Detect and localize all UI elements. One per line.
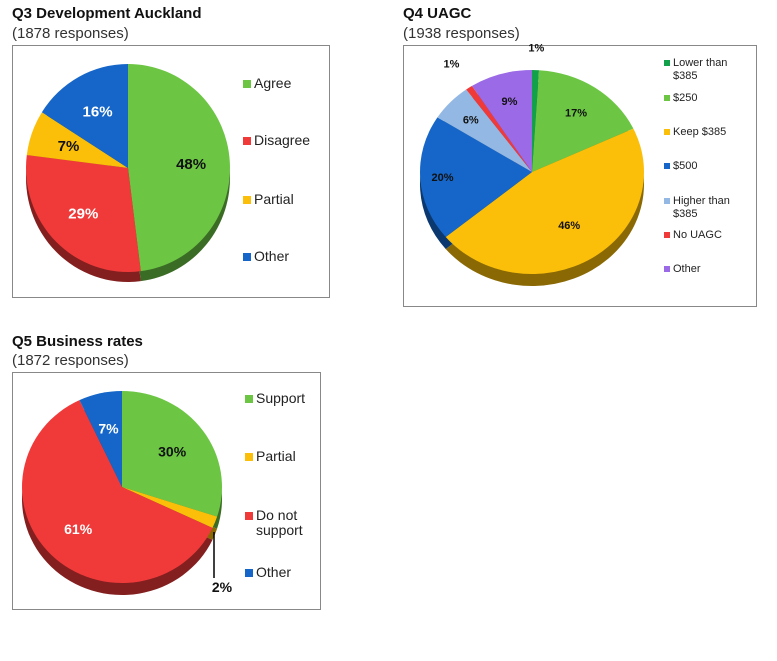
legend-item: $250 — [664, 92, 742, 105]
legend-item: No UAGC — [664, 229, 742, 242]
legend-item: Disagree — [243, 133, 328, 148]
legend-item: Do not support — [245, 508, 330, 538]
legend-label: Do not support — [256, 507, 303, 538]
legend-item: Lower than $385 — [664, 57, 742, 83]
legend-swatch — [243, 137, 251, 145]
legend-label: Keep $385 — [673, 126, 727, 138]
pie-slice-partial — [26, 112, 129, 168]
legend-item: Higher than $385 — [664, 195, 742, 221]
legend-swatch — [243, 253, 251, 261]
pie-slice-other — [79, 391, 122, 487]
legend-label: Lower than $385 — [673, 57, 728, 82]
data-label: 29% — [68, 206, 98, 223]
chart-subtitle-q5: (1872 responses) — [12, 352, 129, 369]
data-label: 20% — [432, 172, 454, 184]
data-label: 30% — [158, 444, 187, 460]
legend-swatch — [245, 569, 253, 577]
legend-item: Other — [245, 565, 330, 580]
legend-label: Other — [254, 248, 290, 264]
data-label: 7% — [98, 421, 119, 437]
legend-label: No UAGC — [673, 229, 722, 241]
pie-slice-keep-385 — [445, 128, 645, 275]
legend-label: $250 — [673, 92, 698, 104]
legend-label: Agree — [254, 75, 292, 91]
legend-swatch — [664, 129, 670, 135]
legend-item: Agree — [243, 76, 328, 91]
legend-swatch — [245, 512, 253, 520]
data-label: 1% — [443, 59, 459, 71]
pie-slice-agree — [128, 64, 231, 272]
legend-label: Partial — [254, 191, 294, 207]
chart-title-q4: Q4 UAGC — [403, 5, 472, 22]
legend-swatch — [243, 80, 251, 88]
data-label: 6% — [463, 114, 479, 126]
legend-label: Other — [673, 263, 701, 275]
chart-subtitle-q3: (1878 responses) — [12, 25, 129, 42]
legend-swatch — [243, 196, 251, 204]
pie-slice--500 — [420, 117, 532, 238]
pie-slice-disagree — [26, 154, 141, 273]
legend-item: Support — [245, 391, 330, 406]
legend-label: Partial — [256, 448, 296, 464]
legend-item: Keep $385 — [664, 126, 742, 139]
pie-slice-partial — [122, 487, 218, 528]
legend-swatch — [664, 198, 670, 204]
legend-swatch — [245, 453, 253, 461]
pie-slice-do-not-support — [22, 400, 213, 583]
data-label: 1% — [528, 42, 544, 54]
pie-slice-higher-than-385 — [437, 89, 532, 172]
data-label: 46% — [558, 220, 580, 232]
legend-swatch — [664, 95, 670, 101]
data-label: 61% — [64, 521, 93, 537]
chart-title-q3: Q3 Development Auckland — [12, 5, 202, 22]
legend-item: Partial — [243, 192, 328, 207]
legend-item: $500 — [664, 160, 742, 173]
legend-label: $500 — [673, 160, 698, 172]
data-label: 16% — [83, 103, 113, 120]
data-label: 7% — [58, 138, 80, 155]
legend-swatch — [664, 266, 670, 272]
legend-item: Other — [664, 263, 742, 276]
data-label: 17% — [565, 108, 587, 120]
legend-swatch — [245, 395, 253, 403]
pie-slice-no-uagc — [466, 85, 532, 172]
data-label: 48% — [176, 156, 206, 173]
pie-slice--250 — [532, 70, 634, 172]
pie-slice-lower-than-385 — [532, 70, 540, 172]
legend-label: Other — [256, 564, 292, 580]
legend-item: Other — [243, 249, 328, 264]
pie-slice-other — [471, 70, 532, 172]
legend-label: Support — [256, 390, 306, 406]
legend-label: Disagree — [254, 132, 311, 148]
chart-subtitle-q4: (1938 responses) — [403, 25, 520, 42]
legend-label: Higher than $385 — [673, 195, 730, 220]
legend-swatch — [664, 232, 670, 238]
data-label: 9% — [502, 96, 518, 108]
pie-slice-support — [122, 391, 223, 517]
chart-title-q5: Q5 Business rates — [12, 333, 143, 350]
pie-slice-other — [41, 64, 128, 168]
legend-swatch — [664, 60, 670, 66]
legend-swatch — [664, 163, 670, 169]
legend-item: Partial — [245, 449, 330, 464]
data-label: 2% — [212, 579, 233, 595]
